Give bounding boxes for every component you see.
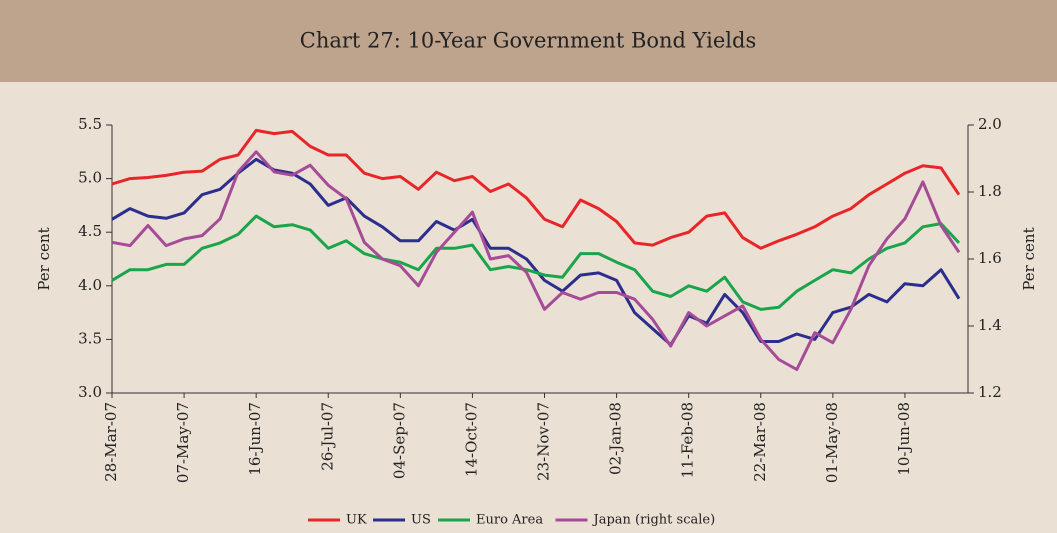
y2-tick-label: 1.6 <box>978 249 1002 267</box>
chart-title: Chart 27: 10-Year Government Bond Yields <box>300 29 757 53</box>
y2-tick-label: 1.8 <box>978 182 1002 200</box>
y2-tick-label: 2.0 <box>978 115 1002 133</box>
legend-label: UK <box>346 513 367 528</box>
y-axis-label: Per cent <box>35 227 53 290</box>
series-line <box>111 128 961 250</box>
y-tick-label: 4.5 <box>78 222 102 240</box>
x-tick-label: 07-May-07 <box>174 402 192 483</box>
legend-label: Japan (right scale) <box>592 513 716 528</box>
series-line <box>111 150 961 371</box>
y2-tick-label: 1.2 <box>978 383 1002 401</box>
y-tick-label: 3.5 <box>78 329 102 347</box>
y-tick-label: 5.0 <box>78 169 102 187</box>
legend-label: Euro Area <box>476 513 543 528</box>
x-tick-label: 23-Nov-07 <box>535 402 553 481</box>
title-bar <box>0 0 1057 82</box>
y2-tick-label: 1.4 <box>978 316 1002 334</box>
y-tick-label: 5.5 <box>78 115 102 133</box>
series-line <box>111 214 961 311</box>
y-tick-label: 4.0 <box>78 276 102 294</box>
x-tick-label: 10-Jun-08 <box>895 402 913 476</box>
x-tick-label: 11-Feb-08 <box>679 402 697 478</box>
x-tick-label: 26-Jul-07 <box>318 402 336 471</box>
y2-axis-label: Per cent <box>1020 227 1038 290</box>
legend-label: US <box>411 513 431 528</box>
x-tick-label: 04-Sep-07 <box>390 402 408 479</box>
y-tick-label: 3.0 <box>78 383 102 401</box>
x-tick-label: 14-Oct-07 <box>462 402 480 477</box>
x-tick-label: 28-Mar-07 <box>102 402 120 482</box>
legend: UK US Euro Area Japan (right scale) <box>308 513 715 528</box>
x-tick-label: 02-Jan-08 <box>607 402 625 475</box>
x-tick-label: 22-Mar-08 <box>751 402 769 482</box>
x-tick-label: 01-May-08 <box>823 402 841 483</box>
x-tick-label: 16-Jun-07 <box>246 402 264 476</box>
